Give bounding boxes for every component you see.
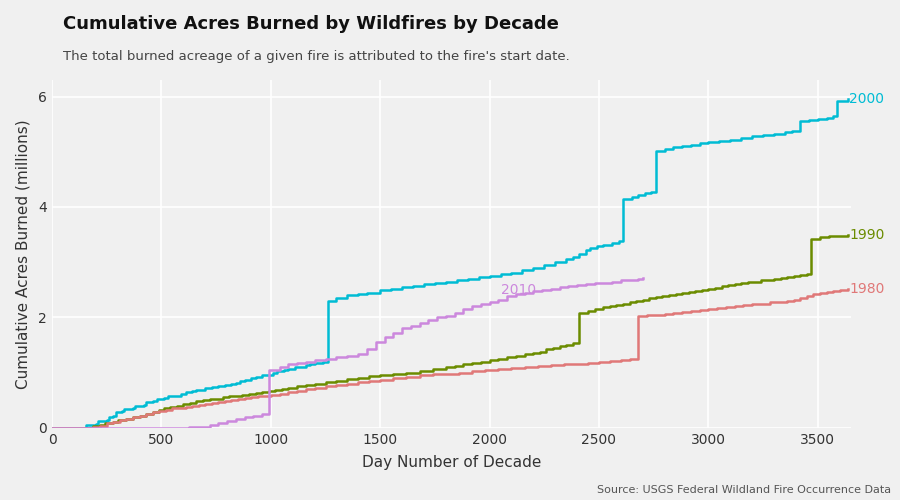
Y-axis label: Cumulative Acres Burned (millions): Cumulative Acres Burned (millions) (15, 119, 30, 388)
X-axis label: Day Number of Decade: Day Number of Decade (362, 455, 541, 470)
Text: 2000: 2000 (850, 92, 885, 106)
Text: 2010: 2010 (500, 283, 536, 297)
Text: The total burned acreage of a given fire is attributed to the fire's start date.: The total burned acreage of a given fire… (63, 50, 570, 63)
Text: Source: USGS Federal Wildland Fire Occurrence Data: Source: USGS Federal Wildland Fire Occur… (597, 485, 891, 495)
Text: 1980: 1980 (850, 282, 885, 296)
Text: 1990: 1990 (850, 228, 885, 241)
Text: Cumulative Acres Burned by Wildfires by Decade: Cumulative Acres Burned by Wildfires by … (63, 15, 559, 33)
